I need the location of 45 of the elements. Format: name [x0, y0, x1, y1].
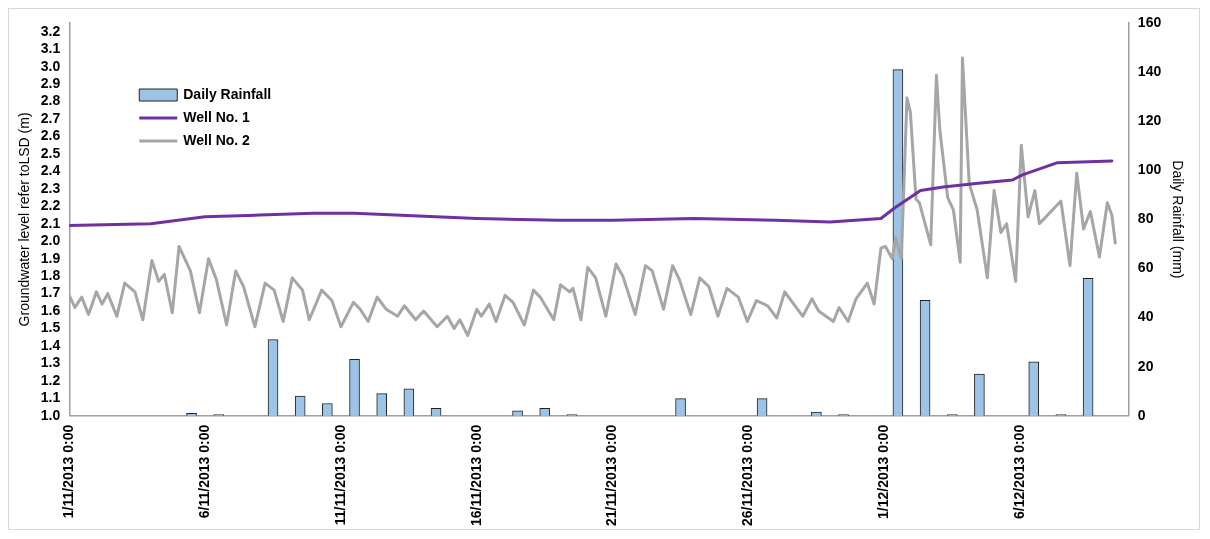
y-tick-label: 1.1	[40, 389, 61, 406]
x-tick-label: 16/11/2013 0:00	[467, 424, 484, 527]
x-tick-label: 6/12/2013 0:00	[1011, 424, 1028, 519]
y2-axis-title: Daily Rainfall (mm)	[1169, 160, 1186, 279]
y-tick-label: 3.2	[40, 22, 61, 39]
x-tick-label: 1/12/2013 0:00	[875, 424, 892, 519]
y-tick-label: 1.3	[40, 354, 61, 371]
y-tick-label: 2.4	[40, 162, 61, 179]
y-tick-label: 1.6	[40, 301, 61, 318]
x-tick-label: 1/11/2013 0:00	[60, 424, 77, 519]
legend-label: Daily Rainfall	[183, 85, 272, 102]
x-tick-label: 6/11/2013 0:00	[195, 424, 212, 519]
y-tick-label: 1.9	[40, 249, 61, 266]
y-tick-label: 2.5	[40, 144, 61, 161]
legend-label: Well No. 2	[183, 131, 251, 148]
y2-tick-label: 120	[1137, 112, 1162, 129]
x-tick-label: 21/11/2013 0:00	[603, 424, 620, 527]
legend-label: Well No. 1	[183, 108, 251, 125]
y-tick-label: 1.7	[40, 284, 61, 301]
y-tick-label: 2.6	[40, 127, 61, 144]
y2-tick-label: 60	[1137, 259, 1154, 276]
y-axis-title: Groundwater level refer toLSD (m)	[16, 112, 33, 327]
y-tick-label: 2.1	[40, 214, 61, 231]
y2-tick-label: 100	[1137, 161, 1162, 178]
y-tick-label: 1.5	[40, 319, 61, 336]
y-tick-label: 1.8	[40, 266, 61, 283]
y-tick-label: 1.4	[40, 336, 61, 353]
x-tick-label: 11/11/2013 0:00	[331, 424, 348, 526]
y-tick-label: 2.0	[40, 232, 61, 249]
y-tick-label: 2.2	[40, 197, 61, 214]
y-tick-label: 3.1	[40, 40, 61, 57]
x-tick-label: 26/11/2013 0:00	[739, 424, 756, 527]
y2-tick-label: 160	[1137, 13, 1162, 30]
y2-tick-label: 140	[1137, 62, 1162, 79]
y-tick-label: 2.9	[40, 74, 61, 91]
y2-tick-label: 0	[1137, 406, 1146, 423]
y-tick-label: 2.7	[40, 109, 61, 126]
y2-tick-label: 40	[1137, 308, 1154, 325]
y2-tick-label: 20	[1137, 357, 1154, 374]
y-tick-label: 3.0	[40, 57, 61, 74]
y-tick-label: 1.0	[40, 406, 61, 423]
y-tick-label: 2.3	[40, 179, 61, 196]
y-tick-label: 1.2	[40, 371, 61, 388]
y2-tick-label: 80	[1137, 210, 1154, 227]
y-tick-label: 2.8	[40, 92, 61, 109]
